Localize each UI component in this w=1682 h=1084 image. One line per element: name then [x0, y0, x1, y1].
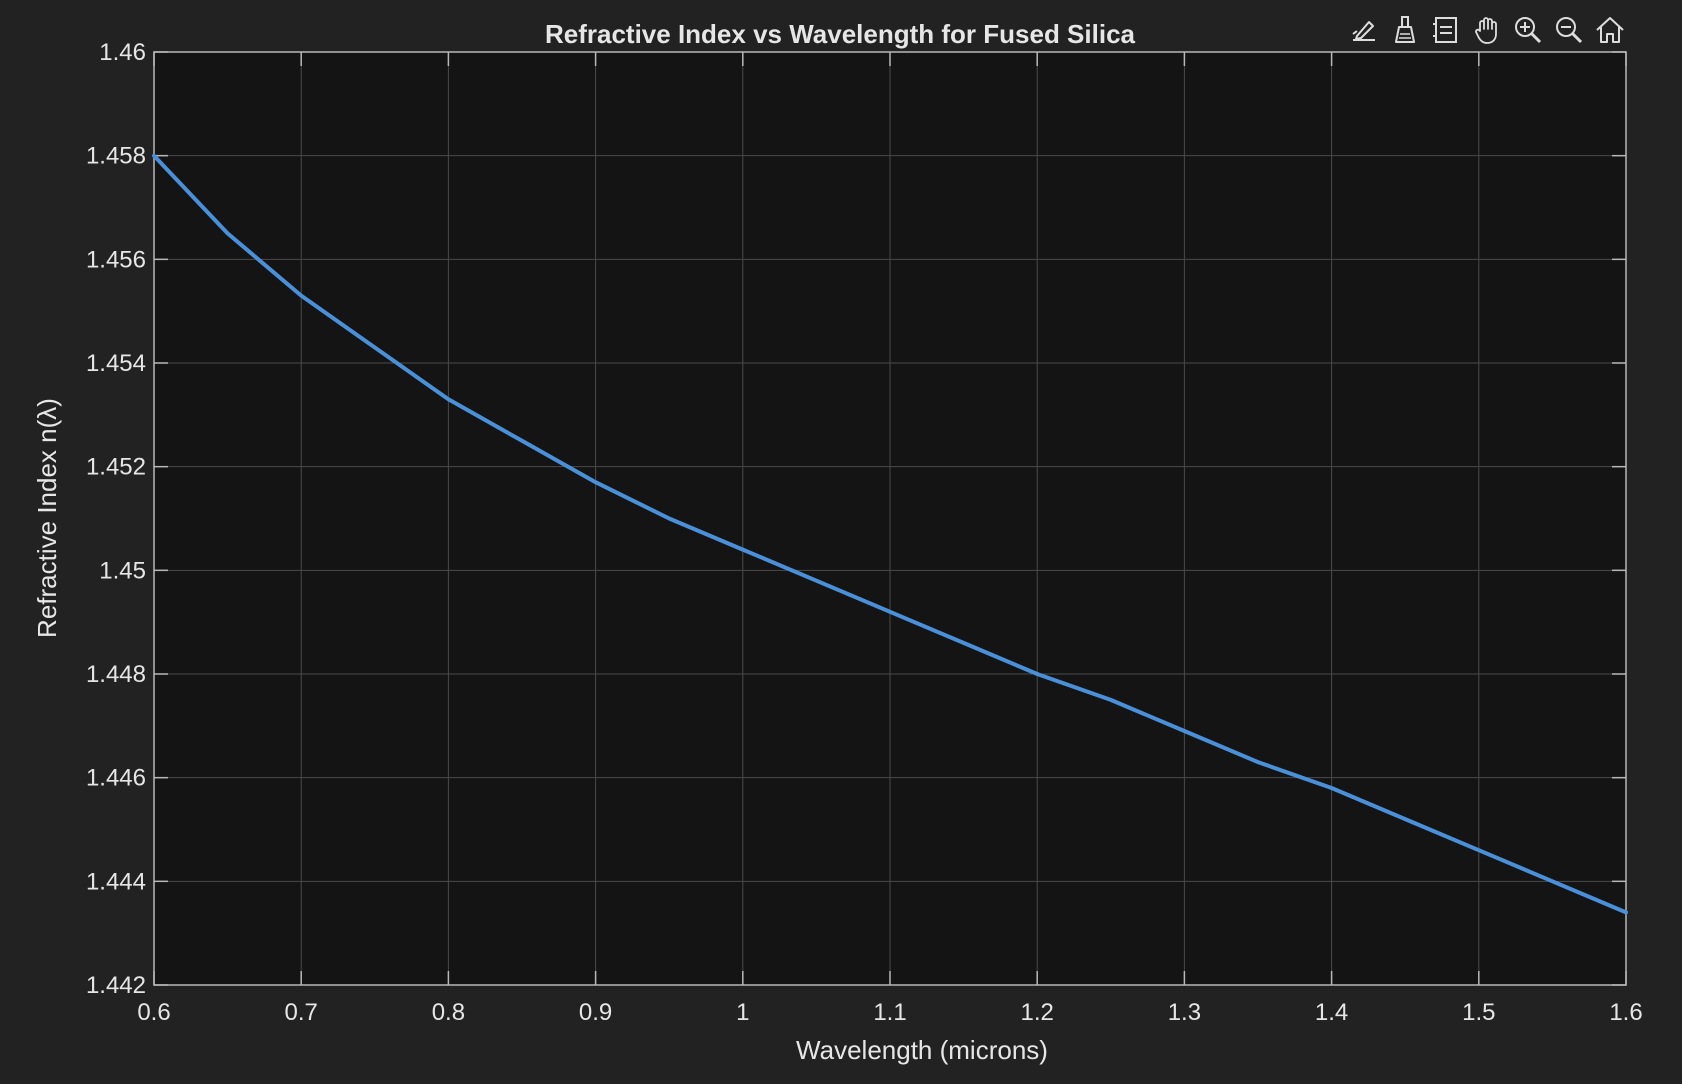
y-tick-label: 1.446 [86, 765, 146, 792]
tick-labels: 0.6 0.7 0.8 0.9 1 1.1 1.2 1.3 1.4 1.5 1.6 1.442 1.44… [86, 39, 1643, 1026]
legend-button[interactable] [1428, 12, 1463, 48]
edit-data-icon [1351, 21, 1375, 41]
axes-toolbar [1346, 12, 1627, 48]
x-tick-label: 0.6 [137, 999, 170, 1026]
chart-title: Refractive Index vs Wavelength for Fused… [545, 19, 1136, 49]
y-axis-label: Refractive Index n(λ) [32, 398, 62, 638]
home-button[interactable] [1592, 12, 1627, 48]
zoom-out-icon [1555, 17, 1582, 44]
y-tick-label: 1.45 [99, 557, 146, 584]
x-tick-label: 1.2 [1021, 999, 1054, 1026]
legend-icon [1432, 17, 1457, 43]
pan-hand-icon [1474, 17, 1497, 44]
home-icon [1595, 17, 1624, 43]
y-tick-label: 1.444 [86, 868, 146, 895]
x-tick-label: 1.6 [1609, 999, 1642, 1026]
zoom-in-icon [1514, 17, 1541, 44]
pan-button[interactable] [1469, 12, 1504, 48]
x-axis-label: Wavelength (microns) [796, 1035, 1048, 1065]
y-tick-label: 1.448 [86, 661, 146, 688]
x-tick-label: 1.3 [1168, 999, 1201, 1026]
x-tick-label: 0.9 [579, 999, 612, 1026]
series-layer [152, 153, 1628, 915]
y-tick-label: 1.456 [86, 246, 146, 273]
axes-frame [153, 51, 1627, 986]
edit-data-button[interactable] [1346, 12, 1381, 48]
y-tick-label: 1.442 [86, 972, 146, 999]
x-tick-label: 1 [736, 999, 749, 1026]
y-tick-label: 1.458 [86, 143, 146, 170]
y-tick-label: 1.452 [86, 454, 146, 481]
x-tick-label: 0.8 [432, 999, 465, 1026]
zoom-out-button[interactable] [1551, 12, 1586, 48]
y-tick-label: 1.454 [86, 350, 146, 377]
x-tick-label: 1.1 [873, 999, 906, 1026]
x-tick-label: 0.7 [285, 999, 318, 1026]
brush-button[interactable] [1387, 12, 1422, 48]
x-tick-label: 1.4 [1315, 999, 1348, 1026]
zoom-in-button[interactable] [1510, 12, 1545, 48]
brush-icon [1394, 16, 1415, 43]
x-tick-label: 1.5 [1462, 999, 1495, 1026]
y-tick-label: 1.46 [99, 39, 146, 66]
series-line[interactable] [152, 153, 1628, 915]
